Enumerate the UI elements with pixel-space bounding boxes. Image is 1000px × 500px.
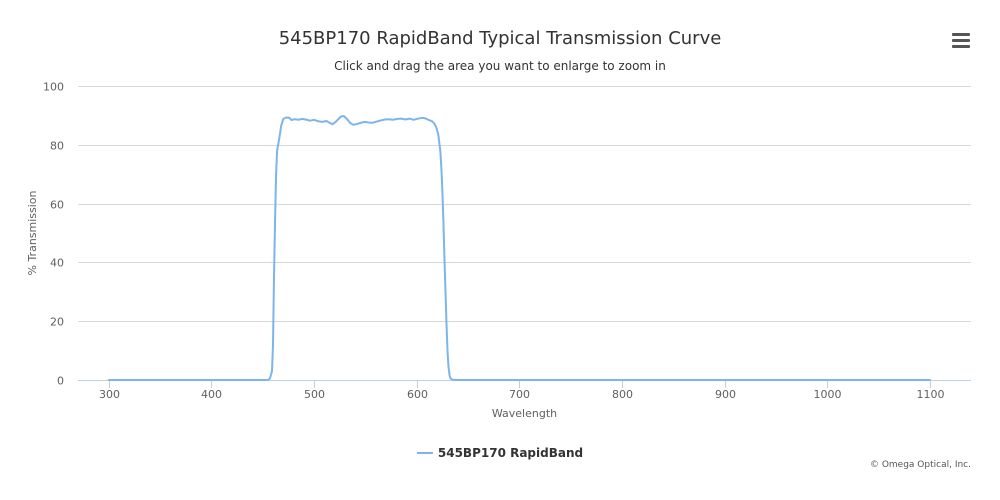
hamburger-menu-icon[interactable] [950,33,972,51]
legend-item[interactable]: 545BP170 RapidBand [0,446,1000,460]
legend-label: 545BP170 RapidBand [437,446,584,460]
x-tick-label: 300 [99,388,120,401]
x-tick-label: 900 [715,388,736,401]
y-tick-label: 0 [57,375,64,388]
y-tick-label: 100 [43,81,64,94]
x-tick-label: 600 [407,388,428,401]
chart-subtitle: Click and drag the area you want to enla… [334,59,666,73]
y-tick-label: 40 [50,257,64,270]
y-axis-title: % Transmission [26,190,39,275]
x-tick-label: 1000 [814,388,842,401]
x-tick-label: 700 [509,388,530,401]
series-line [107,115,931,381]
x-tick-label: 1100 [917,388,945,401]
credits-text[interactable]: © Omega Optical, Inc. [869,460,971,470]
menu-bar [952,33,970,36]
y-tick-label: 80 [50,140,64,153]
menu-bar [952,45,970,48]
x-tick-label: 400 [201,388,222,401]
legend-swatch [416,451,433,454]
y-tick-label: 20 [50,316,64,329]
menu-bar [952,39,970,42]
chart-title: 545BP170 RapidBand Typical Transmission … [278,28,722,49]
x-tick-label: 500 [304,388,325,401]
x-tick-label: 800 [612,388,633,401]
y-tick-label: 60 [50,199,64,212]
x-axis-title: Wavelength [492,407,557,420]
